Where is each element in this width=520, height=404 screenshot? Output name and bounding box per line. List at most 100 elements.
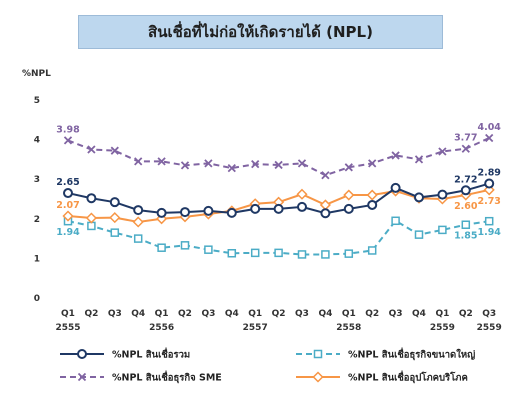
x-tick-label: Q3 (201, 309, 215, 319)
x-tick-label: Q3 (389, 309, 403, 319)
data-label: 2.72 (454, 174, 477, 185)
data-point (180, 161, 190, 170)
data-point (320, 208, 331, 219)
data-point (157, 243, 166, 252)
x-tick-label: Q3 (108, 309, 122, 319)
data-point (414, 192, 424, 203)
data-point (319, 199, 331, 211)
data-label: 1.85 (454, 231, 477, 242)
x-tick-label: Q3 (482, 309, 496, 319)
data-point (203, 205, 214, 216)
data-point (461, 220, 471, 229)
data-point (134, 157, 143, 166)
data-point (344, 163, 353, 172)
data-point (85, 212, 97, 224)
x-tick-label: Q1 (155, 309, 169, 319)
data-point (321, 171, 330, 180)
data-point (62, 210, 74, 222)
y-tick-label: 3 (34, 175, 40, 185)
data-label: 2.73 (477, 196, 500, 207)
data-point (204, 245, 213, 254)
legend-entry: %NPL สินเชื่อธุรกิจ SME (112, 370, 222, 384)
data-point (110, 146, 119, 155)
x-year-label: 2558 (336, 323, 361, 333)
data-point (343, 189, 355, 201)
y-tick-label: 0 (34, 294, 40, 304)
data-point (297, 250, 307, 259)
y-tick-label: 2 (34, 215, 40, 225)
x-tick-label: Q2 (459, 309, 473, 319)
data-point (296, 188, 308, 200)
x-tick-label: Q4 (131, 309, 145, 319)
chart-title: สินเชื่อที่ไม่ก่อให้เกิดรายได้ (NPL) (148, 23, 373, 41)
x-year-label: 2555 (55, 323, 80, 333)
data-label: 1.94 (56, 227, 80, 238)
legend-marker (77, 372, 87, 382)
data-point (414, 155, 424, 164)
data-label: 3.98 (56, 124, 80, 135)
data-label: 4.04 (477, 122, 501, 133)
data-point (366, 189, 378, 201)
data-point (87, 145, 96, 154)
data-point (438, 225, 447, 235)
x-year-label: 2559 (430, 323, 455, 333)
y-tick-label: 5 (34, 96, 40, 106)
x-tick-label: Q2 (365, 309, 379, 319)
data-point (344, 249, 354, 258)
data-label: 2.65 (56, 177, 79, 188)
data-point (63, 188, 73, 199)
data-point (227, 163, 236, 173)
data-point (109, 212, 121, 224)
data-point (461, 144, 470, 153)
series-line (67, 137, 490, 177)
x-tick-label: Q2 (178, 309, 192, 319)
data-label: 3.77 (454, 133, 477, 144)
x-tick-label: Q4 (225, 309, 239, 319)
data-point (391, 151, 400, 160)
data-point (63, 136, 73, 145)
data-point (110, 228, 120, 237)
data-point (484, 216, 494, 226)
data-point (204, 159, 213, 168)
x-tick-label: Q1 (342, 309, 356, 319)
x-year-label: 2556 (149, 323, 174, 333)
data-point (484, 178, 495, 189)
x-tick-label: Q4 (412, 309, 426, 319)
data-point (485, 133, 494, 143)
y-tick-label: 1 (34, 254, 40, 264)
data-point (180, 207, 190, 218)
legend-marker (312, 371, 324, 383)
data-point (180, 241, 190, 250)
data-point (367, 199, 378, 210)
y-tick-label: 4 (34, 136, 40, 146)
data-point (250, 248, 260, 258)
data-point (368, 159, 377, 168)
data-point (460, 185, 471, 196)
data-point (157, 157, 166, 166)
legend-entry: %NPL สินเชื่ออุปโภคบริโภค (348, 370, 468, 384)
x-tick-label: Q1 (248, 309, 262, 319)
data-label: 2.89 (477, 168, 500, 179)
data-point (132, 216, 144, 228)
legend-entry: %NPL สินเชื่อธุรกิจขนาดใหญ่ (348, 347, 475, 361)
x-tick-label: Q4 (318, 309, 332, 319)
data-point (273, 203, 284, 214)
data-label: 1.94 (477, 227, 501, 238)
data-point (133, 234, 143, 243)
data-point (226, 207, 237, 218)
legend-marker (77, 349, 87, 359)
data-point (438, 147, 447, 156)
data-point (297, 159, 307, 168)
data-point (250, 203, 261, 214)
data-point (321, 250, 330, 259)
data-point (86, 193, 97, 204)
data-point (343, 203, 354, 214)
x-tick-label: Q2 (272, 309, 286, 319)
data-point (133, 205, 144, 216)
data-point (156, 207, 167, 218)
x-tick-label: Q1 (61, 309, 75, 319)
data-point (274, 160, 283, 170)
data-point (251, 160, 260, 169)
data-point (109, 197, 120, 208)
data-point (390, 182, 401, 193)
